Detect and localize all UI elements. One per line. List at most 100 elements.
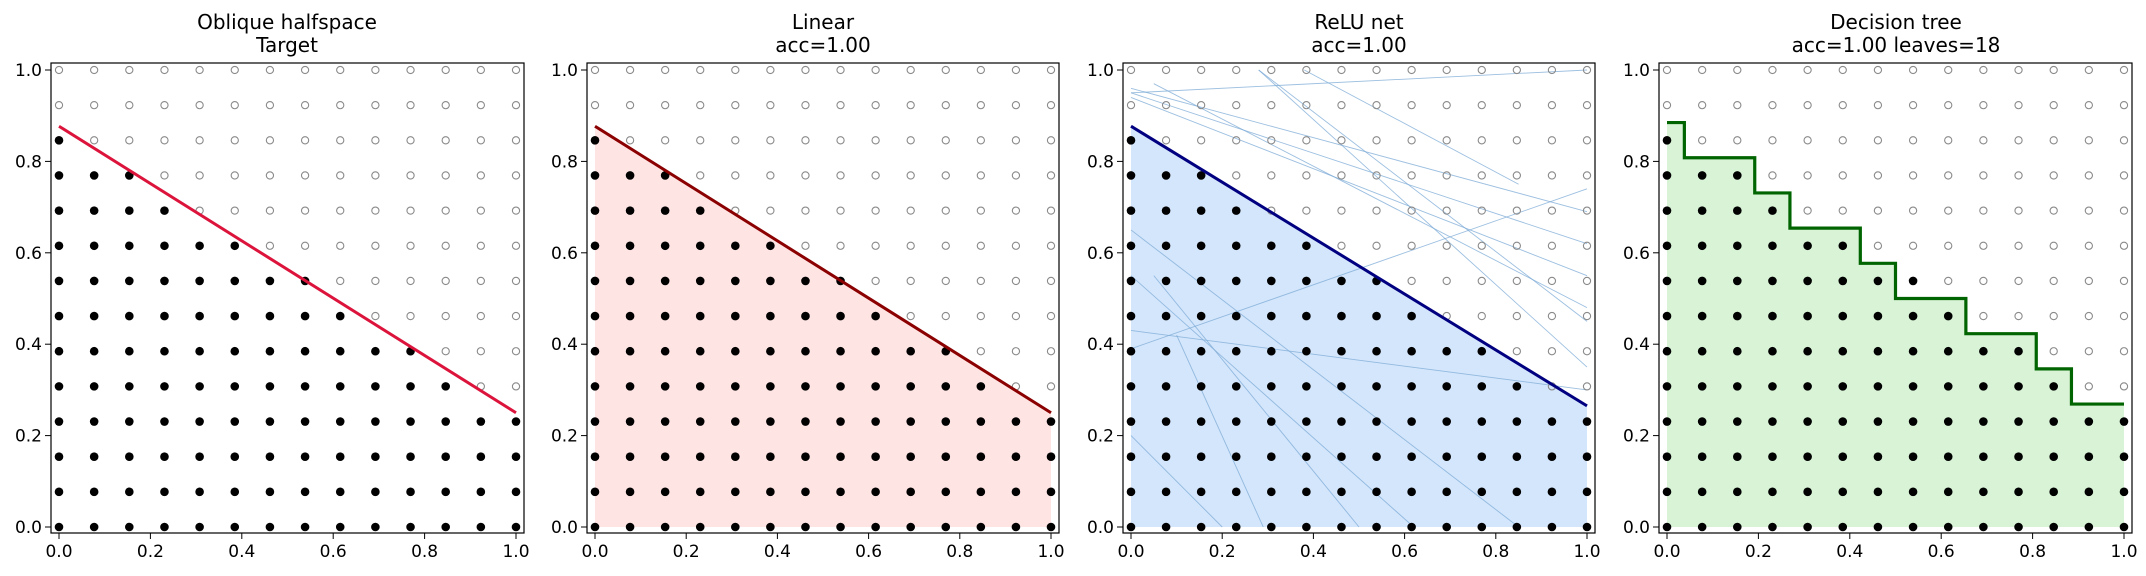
point-positive (1231, 206, 1241, 215)
point-negative (1908, 136, 1918, 145)
y-tick-label: 0.6 (551, 244, 578, 264)
point-negative (230, 136, 239, 145)
point-negative (836, 101, 845, 110)
point-positive (660, 241, 670, 251)
point-negative (976, 136, 985, 145)
point-positive (125, 417, 134, 426)
point-negative (1407, 136, 1416, 145)
point-positive (1477, 487, 1487, 497)
point-positive (731, 346, 740, 356)
point-negative (871, 101, 880, 110)
point-positive (1407, 487, 1416, 497)
point-negative (230, 101, 239, 110)
point-positive (1126, 452, 1136, 461)
point-negative (336, 65, 345, 75)
panel-2: Linear acc=1.00 0.0 0.2 0.4 0.6 0.8 1.0 0.0 0.2… (551, 10, 1065, 562)
panel-3-ticks: 0.0 0.2 0.4 0.6 0.8 1.0 0.0 0.2 0.4 0.6 0.8 1.0 (1087, 61, 1601, 562)
y-tick-label: 0.0 (551, 518, 578, 538)
point-positive (195, 241, 204, 251)
y-tick-label: 0.0 (1623, 518, 1650, 538)
point-negative (300, 171, 310, 180)
y-tick-label: 0.6 (1087, 244, 1114, 264)
point-positive (1302, 276, 1311, 286)
point-positive (871, 346, 880, 356)
point-positive (1231, 241, 1241, 251)
point-positive (941, 487, 951, 497)
point-positive (1302, 382, 1311, 391)
point-positive (1697, 171, 1707, 180)
point-positive (941, 522, 951, 532)
point-negative (406, 311, 415, 321)
point-positive (2014, 382, 2023, 391)
point-positive (2014, 417, 2023, 426)
point-negative (1838, 206, 1847, 215)
point-positive (941, 382, 951, 391)
point-negative (1337, 136, 1346, 145)
point-positive (1873, 417, 1883, 426)
point-positive (406, 487, 415, 497)
point-negative (300, 101, 310, 110)
point-positive (1768, 452, 1777, 461)
point-positive (1477, 382, 1487, 391)
point-positive (230, 452, 240, 461)
point-positive (1337, 311, 1346, 321)
point-negative (1477, 241, 1486, 250)
point-negative (476, 101, 485, 110)
point-negative (1442, 241, 1451, 250)
point-positive (1267, 276, 1276, 286)
point-positive (1768, 522, 1777, 532)
point-positive (1442, 487, 1451, 497)
point-negative (1011, 65, 1021, 75)
point-negative (1477, 171, 1486, 180)
point-negative (1908, 206, 1918, 215)
point-positive (54, 452, 64, 461)
point-negative (1477, 136, 1486, 145)
point-negative (406, 206, 415, 215)
panel-4-plot (1662, 65, 2129, 532)
point-negative (871, 276, 880, 286)
point-positive (1733, 522, 1742, 532)
point-positive (54, 417, 64, 426)
point-positive (195, 452, 204, 461)
point-negative (1302, 101, 1311, 110)
point-positive (195, 417, 204, 426)
point-positive (2049, 487, 2058, 497)
point-positive (1231, 452, 1241, 461)
point-positive (695, 276, 705, 286)
point-negative (1161, 101, 1171, 110)
point-negative (1908, 101, 1918, 110)
point-negative (1547, 276, 1557, 286)
point-positive (1838, 487, 1848, 497)
point-positive (511, 487, 521, 497)
point-negative (941, 65, 950, 75)
point-positive (1407, 346, 1416, 356)
point-positive (406, 452, 415, 461)
point-positive (1768, 382, 1777, 391)
point-positive (230, 522, 240, 532)
point-negative (976, 276, 985, 286)
point-negative (1908, 241, 1918, 250)
point-positive (195, 382, 204, 391)
point-positive (1733, 311, 1742, 321)
panel-4-subtitle: acc=1.00 leaves=18 (1792, 33, 2001, 57)
point-positive (1161, 171, 1171, 180)
point-negative (476, 347, 485, 356)
point-positive (1231, 522, 1241, 532)
point-negative (1232, 65, 1241, 75)
point-positive (1337, 346, 1346, 356)
point-positive (1908, 311, 1918, 321)
point-positive (54, 382, 64, 391)
decision-boundary (1667, 120, 2124, 406)
point-negative (1944, 241, 1953, 250)
point-positive (2014, 487, 2023, 497)
point-negative (195, 65, 204, 75)
point-negative (195, 136, 204, 145)
point-negative (836, 136, 845, 145)
x-tick-label: 1.0 (502, 542, 529, 562)
point-positive (1768, 241, 1777, 251)
hidden-unit-line-14 (1176, 334, 1264, 528)
point-positive (1943, 417, 1953, 426)
point-positive (2049, 382, 2058, 391)
point-positive (371, 417, 380, 426)
point-negative (54, 65, 64, 75)
